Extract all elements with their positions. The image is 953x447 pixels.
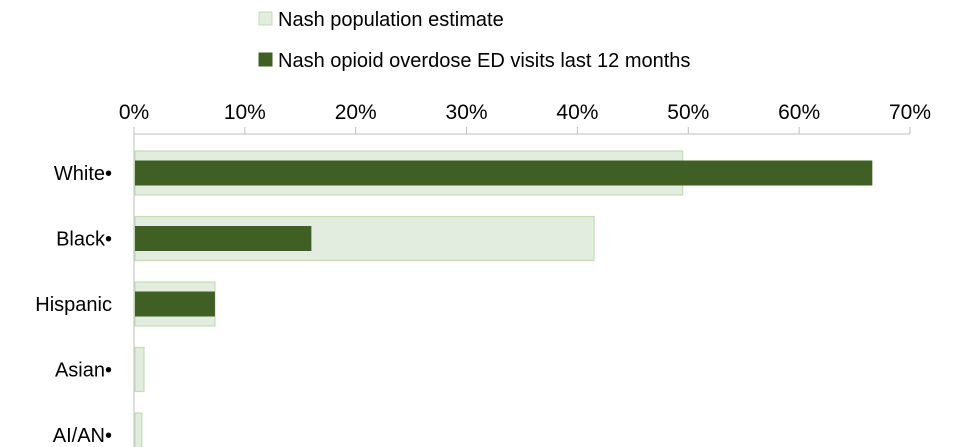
category-labels: White• Black• Hispanic Asian• AI/AN• (35, 163, 112, 447)
bar-overdose (135, 160, 873, 186)
legend-population-swatch (258, 11, 273, 26)
x-axis: 0% 10% 20% 30% 40% 50% 60% 70% (119, 101, 931, 447)
x-tick-label: 70% (889, 101, 931, 124)
legend-overdose-label: Nash opioid overdose ED visits last 12 m… (278, 50, 690, 72)
bar-overdose (135, 291, 215, 317)
x-tick-label: 0% (119, 101, 149, 124)
x-tick-label: 10% (224, 101, 266, 124)
category-label: White• (54, 163, 112, 185)
bar-population (134, 346, 145, 393)
legend-overdose-swatch (258, 52, 273, 67)
x-tick-label: 40% (556, 101, 598, 124)
legend-population-label: Nash population estimate (278, 9, 504, 31)
category-label: Asian• (55, 360, 112, 382)
x-tick-label: 20% (335, 101, 377, 124)
bar-overdose (135, 226, 312, 251)
x-tick-label: 30% (446, 101, 488, 124)
legend: Nash population estimate Nash opioid over… (258, 9, 690, 72)
x-tick-label: 50% (667, 101, 709, 124)
bar-population (134, 412, 143, 447)
category-label: Hispanic (35, 294, 112, 316)
x-tick-label: 60% (778, 101, 820, 124)
category-label: Black• (56, 229, 112, 251)
category-label: AI/AN• (53, 425, 112, 447)
bars (134, 150, 873, 447)
